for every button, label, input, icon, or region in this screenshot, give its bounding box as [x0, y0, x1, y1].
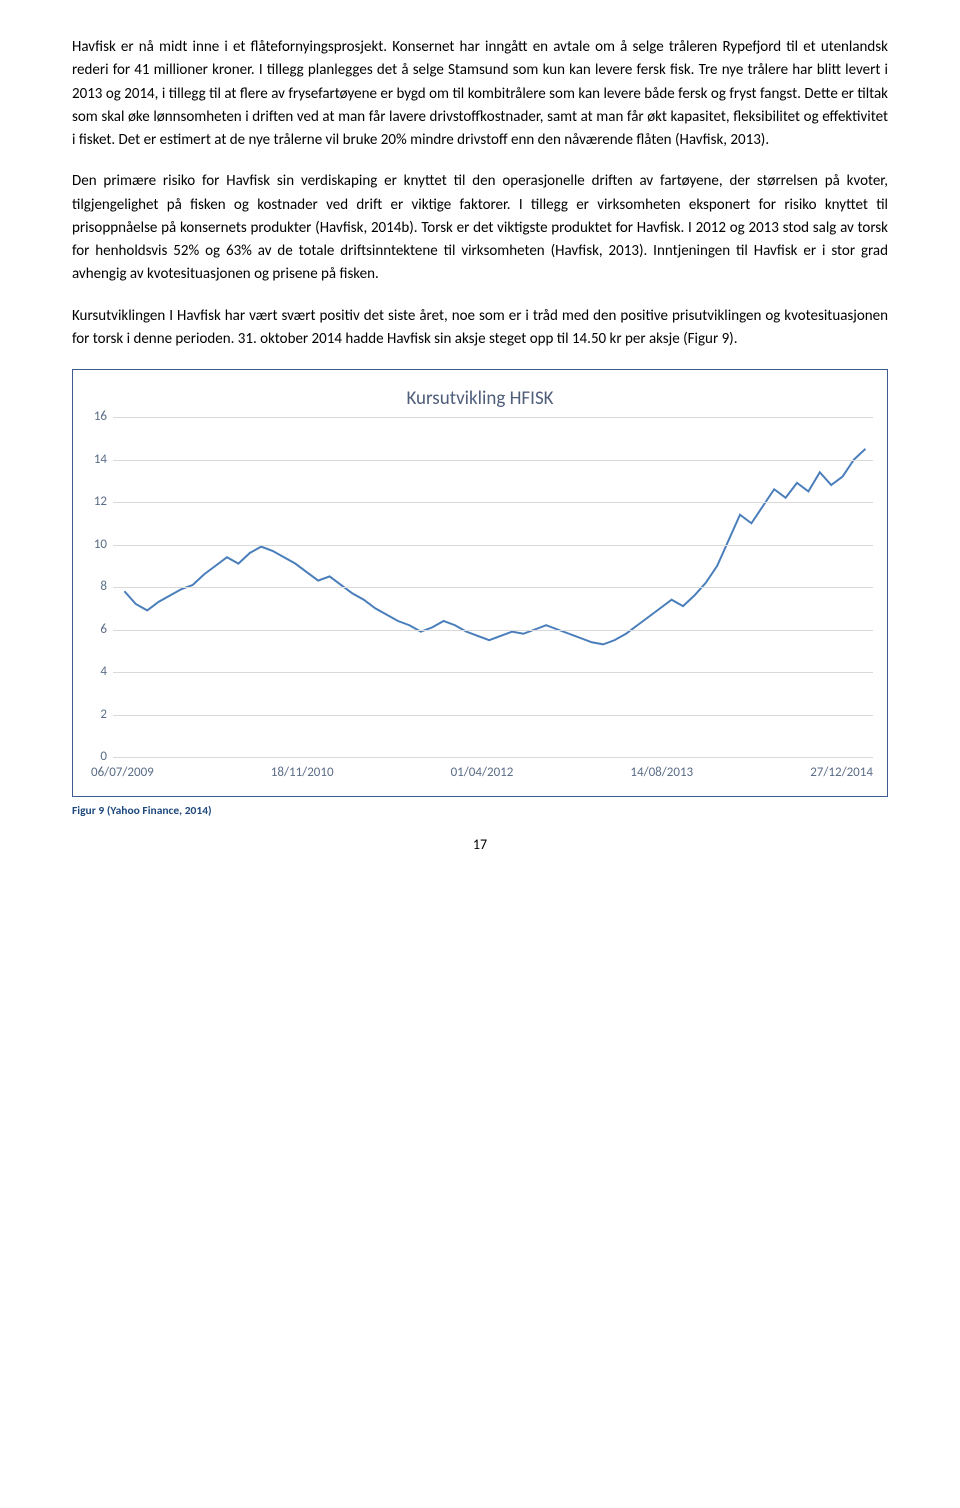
chart-gridline: [113, 587, 873, 588]
chart-gridline: [113, 545, 873, 546]
chart-x-tick-label: 14/08/2013: [630, 763, 693, 783]
chart-gridline: [113, 715, 873, 716]
chart-x-tick-label: 01/04/2012: [451, 763, 514, 783]
paragraph-2: Den primære risiko for Havfisk sin verdi…: [72, 170, 888, 286]
chart-x-tick-label: 18/11/2010: [271, 763, 334, 783]
chart-y-tick-label: 4: [83, 662, 107, 682]
chart-container: Kursutvikling HFISK 0246810121416 06/07/…: [72, 369, 888, 797]
chart-y-tick-label: 14: [83, 450, 107, 470]
chart-x-tick-label: 27/12/2014: [810, 763, 873, 783]
chart-plot-area: 0246810121416: [113, 417, 873, 757]
figure-caption: Figur 9 (Yahoo Finance, 2014): [72, 803, 888, 821]
chart-y-tick-label: 6: [83, 620, 107, 640]
chart-y-tick-label: 10: [83, 535, 107, 555]
chart-gridline: [113, 460, 873, 461]
chart-gridline: [113, 417, 873, 418]
chart-y-tick-label: 12: [83, 492, 107, 512]
chart-y-tick-label: 8: [83, 577, 107, 597]
chart-gridline: [113, 502, 873, 503]
chart-gridline: [113, 630, 873, 631]
chart-gridline: [113, 757, 873, 758]
paragraph-3: Kursutviklingen I Havfisk har vært svært…: [72, 305, 888, 352]
chart-gridline: [113, 672, 873, 673]
chart-title: Kursutvikling HFISK: [73, 370, 887, 417]
chart-y-tick-label: 0: [83, 747, 107, 767]
chart-y-tick-label: 2: [83, 705, 107, 725]
page-number: 17: [72, 834, 888, 856]
paragraph-1: Havfisk er nå midt inne i et flåtefornyi…: [72, 36, 888, 152]
chart-y-tick-label: 16: [83, 407, 107, 427]
chart-x-axis: 06/07/200918/11/201001/04/201214/08/2013…: [91, 757, 873, 795]
